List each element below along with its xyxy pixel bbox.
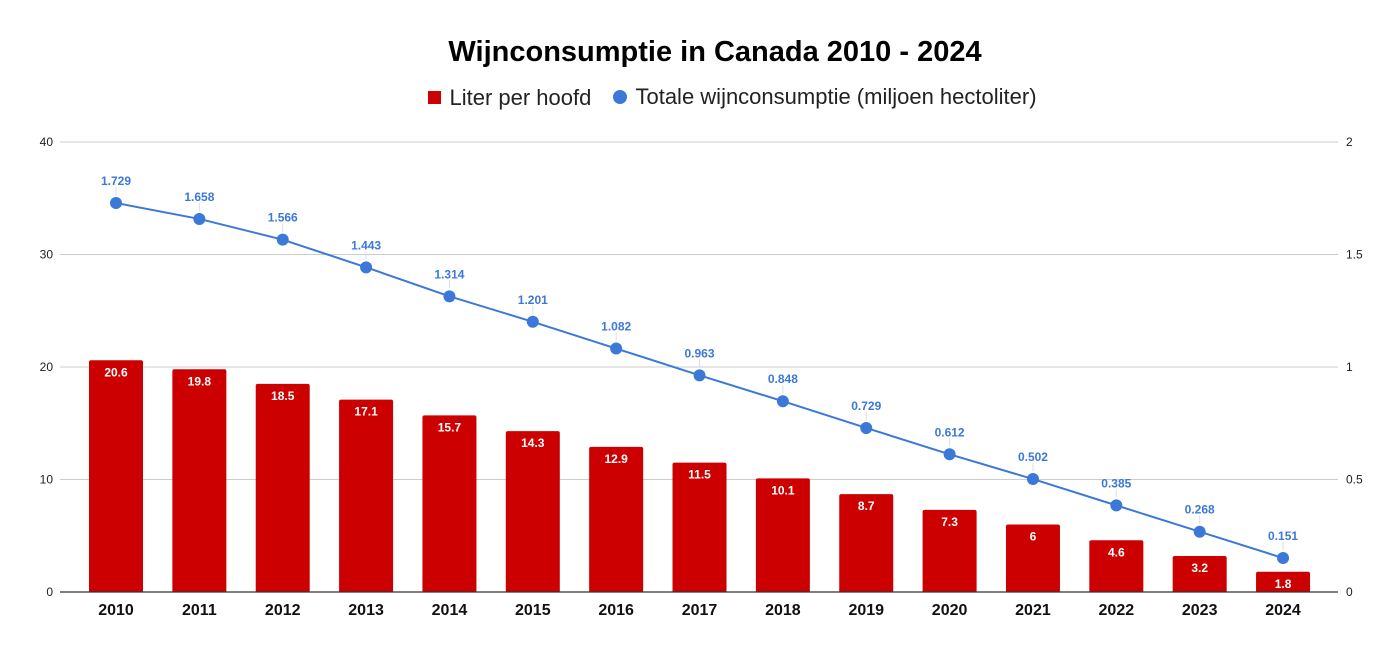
x-tick-label: 2013 xyxy=(348,602,384,619)
legend-label: Liter per hoofd xyxy=(449,84,592,110)
left-tick-label: 30 xyxy=(40,248,54,262)
line-data-label: 0.963 xyxy=(685,346,715,360)
bar xyxy=(922,509,977,592)
legend: Liter per hoofd Totale wijnconsumptie (m… xyxy=(0,84,1399,111)
bar-data-label: 18.5 xyxy=(271,389,295,403)
line-data-label: 0.729 xyxy=(851,399,881,413)
bar xyxy=(1005,524,1060,592)
left-tick-label: 10 xyxy=(40,473,54,487)
line-data-label: 0.612 xyxy=(935,425,965,439)
x-tick-label: 2011 xyxy=(182,602,217,619)
line-point xyxy=(860,421,873,434)
line-data-label: 0.848 xyxy=(768,372,798,386)
bar-data-label: 1.8 xyxy=(1275,577,1292,591)
x-tick-label: 2018 xyxy=(765,602,801,619)
chart-title: Wijnconsumptie in Canada 2010 - 2024 xyxy=(448,36,982,68)
bar xyxy=(1256,571,1311,592)
line-point xyxy=(693,369,706,382)
left-tick-label: 0 xyxy=(46,585,53,599)
right-tick-label: 2 xyxy=(1346,135,1353,149)
right-tick-label: 1 xyxy=(1346,360,1353,374)
bar xyxy=(89,360,143,592)
line-point xyxy=(360,261,373,274)
bar xyxy=(672,462,727,592)
line-point xyxy=(1026,473,1039,486)
line-point xyxy=(110,196,122,209)
line-point xyxy=(776,395,789,408)
line-point xyxy=(610,342,623,355)
bar xyxy=(839,494,894,592)
left-tick-label: 40 xyxy=(40,135,54,149)
line-point xyxy=(1277,552,1290,565)
x-tick-label: 2021 xyxy=(1015,602,1051,619)
legend-item-line: Totale wijnconsumptie (miljoen hectolite… xyxy=(613,84,1037,110)
line-data-label: 1.201 xyxy=(518,293,548,307)
bar xyxy=(755,478,810,592)
bar-data-label: 15.7 xyxy=(438,420,462,434)
line-point xyxy=(193,212,206,225)
bar xyxy=(172,369,227,592)
legend-swatch-circle xyxy=(613,90,628,104)
line-data-label: 0.385 xyxy=(1101,476,1131,490)
line-data-label: 1.729 xyxy=(101,174,131,188)
line-point xyxy=(943,448,956,461)
x-tick-label: 2019 xyxy=(848,602,884,619)
line-point xyxy=(276,233,289,246)
line-point xyxy=(1193,525,1206,538)
right-tick-label: 0 xyxy=(1346,585,1353,599)
bar-data-label: 4.6 xyxy=(1108,545,1125,559)
bar xyxy=(422,415,477,592)
line-point xyxy=(526,315,539,328)
x-tick-label: 2012 xyxy=(265,602,301,619)
bar-data-label: 20.6 xyxy=(104,365,128,379)
bar-data-label: 17.1 xyxy=(354,405,378,419)
x-tick-label: 2014 xyxy=(432,602,468,619)
bar-data-label: 12.9 xyxy=(604,452,628,466)
line-data-label: 0.151 xyxy=(1268,529,1298,543)
x-tick-label: 2015 xyxy=(515,602,551,619)
x-tick-label: 2020 xyxy=(932,602,968,619)
bar-data-label: 11.5 xyxy=(688,468,711,482)
x-tick-label: 2016 xyxy=(598,602,634,619)
bar-data-label: 3.2 xyxy=(1191,561,1208,575)
bar-data-label: 14.3 xyxy=(521,436,545,450)
bar xyxy=(505,431,560,592)
left-tick-label: 20 xyxy=(40,360,54,374)
bar-data-label: 8.7 xyxy=(858,499,875,513)
line-data-label: 1.082 xyxy=(601,320,631,334)
line-point xyxy=(443,290,456,303)
x-tick-label: 2022 xyxy=(1099,602,1135,619)
line-data-label: 0.502 xyxy=(1018,450,1048,464)
bar-data-label: 19.8 xyxy=(188,374,212,388)
bar xyxy=(1172,556,1227,592)
line-data-label: 1.443 xyxy=(351,238,381,252)
x-tick-label: 2023 xyxy=(1182,602,1218,619)
line-data-label: 1.658 xyxy=(184,190,214,204)
bar xyxy=(1089,540,1144,592)
bar-data-label: 6 xyxy=(1030,530,1037,544)
bar-data-label: 7.3 xyxy=(941,515,958,529)
bar xyxy=(589,446,644,592)
right-tick-label: 1.5 xyxy=(1346,248,1363,262)
x-tick-label: 2024 xyxy=(1265,602,1301,619)
legend-item-bars: Liter per hoofd xyxy=(428,85,591,111)
line-data-label: 1.566 xyxy=(268,211,298,225)
line-data-label: 1.314 xyxy=(434,267,464,281)
x-tick-label: 2010 xyxy=(98,602,134,619)
legend-label: Totale wijnconsumptie (miljoen hectolite… xyxy=(635,84,1037,109)
x-tick-label: 2017 xyxy=(682,602,718,619)
right-tick-label: 0.5 xyxy=(1346,473,1363,487)
line-point xyxy=(1110,499,1123,512)
bar-data-label: 10.1 xyxy=(771,483,795,497)
legend-swatch-square xyxy=(428,91,442,104)
bar xyxy=(339,399,394,592)
bar xyxy=(255,383,310,592)
line-data-label: 0.268 xyxy=(1185,503,1215,517)
